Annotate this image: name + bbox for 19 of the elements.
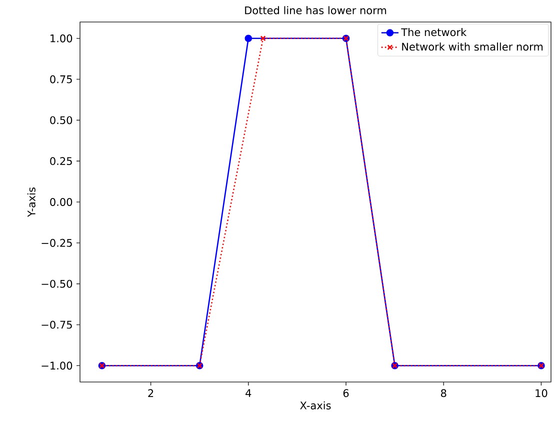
legend-label: Network with smaller norm: [402, 42, 543, 51]
y-tick-label: −0.25: [42, 238, 72, 247]
y-tick-label: 1.00: [50, 34, 72, 42]
y-axis-title: Y-axis: [27, 187, 36, 218]
y-tick-label: −0.75: [42, 320, 72, 329]
y-tick-label: −0.50: [42, 280, 72, 288]
x-tick-label: 10: [536, 389, 548, 398]
x-tick-label: 8: [440, 389, 446, 398]
y-tick-label: 0.50: [50, 116, 72, 124]
y-tick-label: −1.00: [42, 362, 72, 370]
x-tick-label: 2: [148, 389, 154, 397]
x-tick-label: 6: [343, 389, 349, 398]
y-tick-label: 0.00: [50, 198, 72, 206]
legend-label: The network: [401, 28, 467, 36]
chart-title: Dotted line has lower norm: [245, 6, 386, 14]
y-tick-label: 0.75: [50, 75, 72, 84]
x-tick-label: 4: [246, 389, 252, 397]
y-tick-label: 0.25: [50, 157, 72, 166]
x-axis-title: X-axis: [300, 401, 331, 410]
